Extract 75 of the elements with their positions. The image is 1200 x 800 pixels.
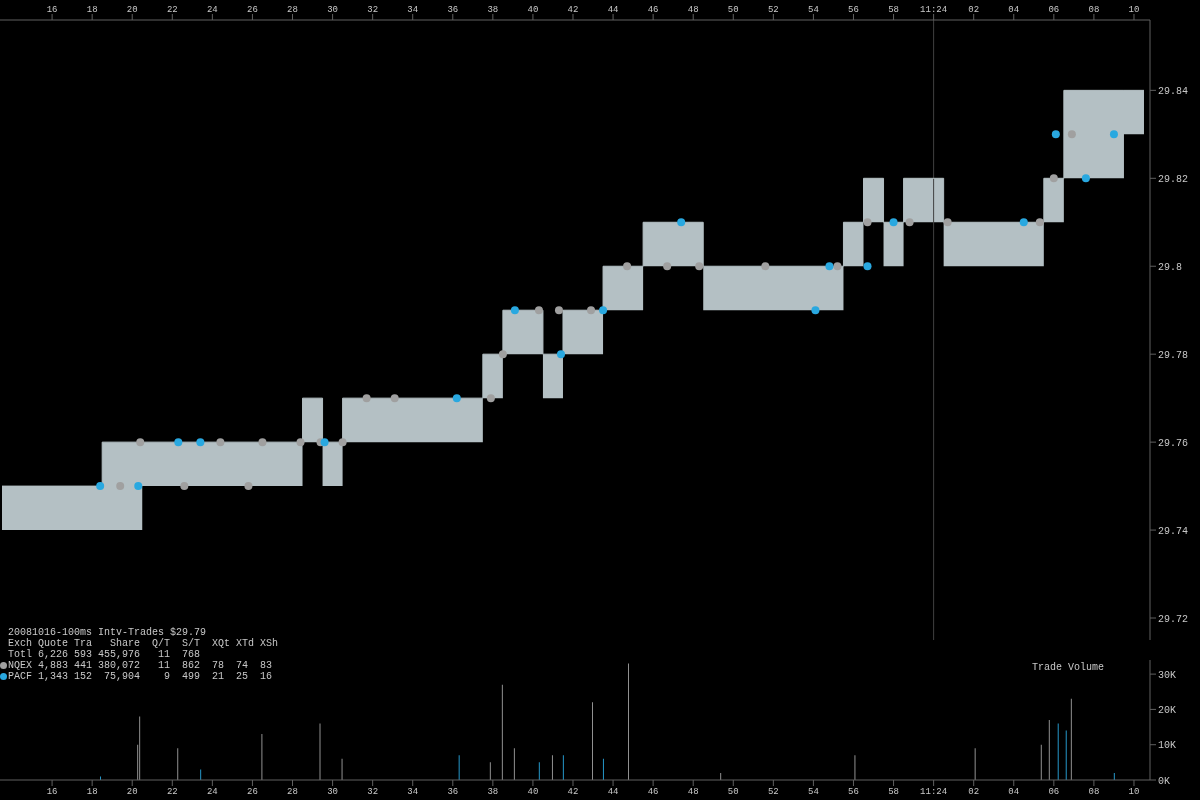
y-tick-label: 29.72 xyxy=(1158,613,1189,625)
x-tick-label: 28 xyxy=(287,787,298,798)
x-tick-label: 06 xyxy=(1048,5,1060,15)
x-tick-label: 18 xyxy=(86,5,98,15)
x-tick-label: 32 xyxy=(367,787,379,798)
x-tick-label: 20 xyxy=(126,5,138,15)
x-tick-label: 54 xyxy=(808,787,819,798)
x-tick-label: 24 xyxy=(206,787,218,798)
x-tick-label: 04 xyxy=(1008,787,1020,798)
x-tick-label: 34 xyxy=(407,787,419,798)
x-tick-label: 26 xyxy=(247,787,258,798)
x-tick-label: 42 xyxy=(567,787,579,798)
y-tick-label: 29.74 xyxy=(1158,525,1189,537)
x-tick-label: 10 xyxy=(1128,5,1140,15)
x-tick-label: 16 xyxy=(46,5,58,15)
chart-title: Trade Volume xyxy=(1031,662,1104,673)
annotation: 20081016-100ms Intv-Trades $29.79 xyxy=(8,627,208,638)
x-tick-label: 32 xyxy=(367,5,379,15)
legend-label: NQEX xyxy=(8,660,33,671)
x-tick-label: 26 xyxy=(247,5,258,15)
y-tick-label: 29.84 xyxy=(1158,85,1189,97)
x-tick-label: 40 xyxy=(527,787,539,798)
x-tick-label: 52 xyxy=(767,5,779,15)
x-tick-label: 44 xyxy=(607,5,619,15)
x-tick-label: 28 xyxy=(287,5,298,15)
x-tick-label: 58 xyxy=(888,5,899,15)
x-tick-label: 11:24 xyxy=(920,5,948,15)
x-tick-label: 22 xyxy=(166,5,178,15)
y-tick-label: 10K xyxy=(1158,740,1177,752)
x-tick-label: 38 xyxy=(487,5,499,15)
x-tick-label: 46 xyxy=(647,5,659,15)
x-tick-label: 38 xyxy=(487,787,499,798)
annotation: 1,343 152 75,904 9 499 21 25 16 xyxy=(38,671,273,682)
y-tick-label: 20K xyxy=(1158,704,1177,716)
x-tick-label: 06 xyxy=(1048,787,1060,798)
annotation: 4,883 441 380,072 11 862 78 74 83 xyxy=(38,660,273,671)
y-tick-label: 29.82 xyxy=(1158,173,1189,185)
x-tick-label: 56 xyxy=(848,5,859,15)
legend-label: PACF xyxy=(8,671,33,682)
y-tick-label: 30K xyxy=(1158,669,1177,681)
x-tick-label: 48 xyxy=(687,5,699,15)
x-tick-label: 36 xyxy=(447,5,459,15)
x-tick-label: 52 xyxy=(767,787,779,798)
x-tick-label: 58 xyxy=(888,787,899,798)
annotation: Exch Quote Tra Share Q/T S/T XQt XTd XSh xyxy=(8,638,279,649)
x-tick-label: 34 xyxy=(407,5,419,15)
x-tick-label: 30 xyxy=(327,5,338,15)
y-tick-label: 29.76 xyxy=(1158,437,1189,449)
x-tick-label: 56 xyxy=(848,787,859,798)
x-tick-label: 24 xyxy=(206,5,218,15)
x-tick-label: 54 xyxy=(808,5,819,15)
text: Totl 6,226 593 455,976 11 768 xyxy=(8,649,202,660)
y-tick-label: 0K xyxy=(1158,775,1171,787)
x-tick-label: 50 xyxy=(727,5,739,15)
x-tick-label: 50 xyxy=(727,787,739,798)
x-tick-label: 18 xyxy=(86,787,98,798)
x-tick-label: 04 xyxy=(1008,5,1020,15)
x-tick-label: 08 xyxy=(1088,5,1100,15)
y-tick-label: 29.8 xyxy=(1158,261,1183,273)
x-tick-label: 22 xyxy=(166,787,178,798)
x-tick-label: 44 xyxy=(607,787,619,798)
x-tick-label: 36 xyxy=(447,787,459,798)
y-tick-label: 29.78 xyxy=(1158,349,1189,361)
x-tick-label: 16 xyxy=(46,787,58,798)
x-tick-label: 10 xyxy=(1128,787,1140,798)
x-tick-label: 02 xyxy=(968,787,980,798)
x-tick-label: 08 xyxy=(1088,787,1100,798)
x-tick-label: 48 xyxy=(687,787,699,798)
x-tick-label: 40 xyxy=(527,5,539,15)
x-tick-label: 46 xyxy=(647,787,659,798)
x-tick-label: 30 xyxy=(327,787,338,798)
x-tick-label: 11:24 xyxy=(920,787,948,798)
x-tick-label: 42 xyxy=(567,5,579,15)
x-tick-label: 02 xyxy=(968,5,980,15)
x-tick-label: 20 xyxy=(126,787,138,798)
